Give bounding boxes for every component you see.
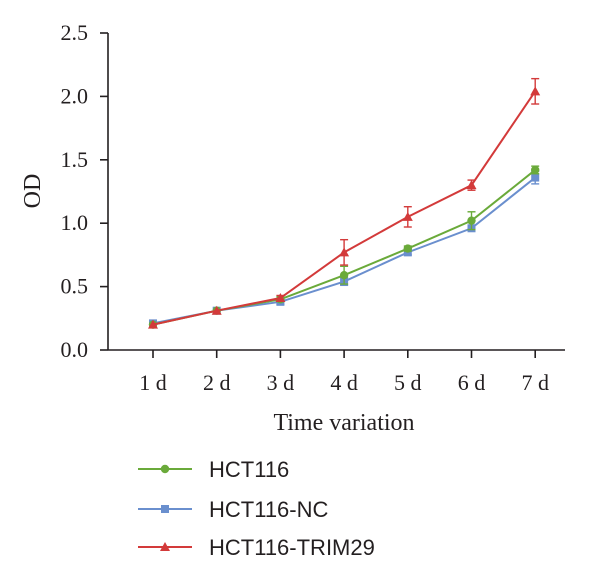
data-point xyxy=(339,270,349,280)
legend-label: HCT116 xyxy=(209,457,289,482)
series-line xyxy=(152,90,537,326)
series xyxy=(148,77,541,329)
data-point xyxy=(339,247,350,257)
y-tick-label: 0.5 xyxy=(61,274,89,299)
x-ticks: 1 d 2 d 3 d 4 d 5 d 6 d 7 d xyxy=(139,350,549,395)
series-hct116-trim29 xyxy=(148,77,541,329)
legend: HCT116 HCT116-NC HCT116-TRIM29 xyxy=(138,457,375,560)
data-point xyxy=(211,305,222,315)
x-tick-label: 2 d xyxy=(203,370,231,395)
x-tick-label: 3 d xyxy=(267,370,295,395)
legend-item-hct116: HCT116 xyxy=(138,457,289,482)
data-point xyxy=(531,173,540,182)
data-point xyxy=(466,180,477,190)
legend-marker xyxy=(161,505,169,513)
y-tick-label: 1.0 xyxy=(61,210,89,235)
legend-label: HCT116-NC xyxy=(209,497,329,522)
data-point xyxy=(402,211,413,221)
x-tick-label: 7 d xyxy=(521,370,549,395)
x-tick-label: 1 d xyxy=(139,370,167,395)
x-tick-label: 5 d xyxy=(394,370,422,395)
data-point xyxy=(530,86,541,96)
data-point xyxy=(275,293,286,303)
x-axis-title: Time variation xyxy=(273,410,414,436)
axes xyxy=(107,33,565,351)
data-point xyxy=(148,319,158,329)
legend-marker xyxy=(160,542,170,551)
y-tick-label: 1.5 xyxy=(61,147,89,172)
data-point xyxy=(467,216,476,225)
x-tick-label: 6 d xyxy=(458,370,486,395)
data-point xyxy=(531,165,540,175)
legend-marker xyxy=(160,464,170,474)
y-tick-label: 0.0 xyxy=(61,337,89,362)
y-tick-label: 2.0 xyxy=(61,83,89,108)
data-point xyxy=(403,244,412,253)
legend-item-hct116-nc: HCT116-NC xyxy=(138,497,329,522)
x-tick-label: 4 d xyxy=(330,370,358,395)
y-axis-title: OD xyxy=(20,174,46,209)
y-tick-label: 2.5 xyxy=(61,20,89,45)
legend-item-hct116-trim29: HCT116-TRIM29 xyxy=(138,535,375,560)
y-ticks: 0.0 0.5 1.0 1.5 2.0 2.5 xyxy=(61,20,108,362)
legend-label: HCT116-TRIM29 xyxy=(209,535,375,560)
